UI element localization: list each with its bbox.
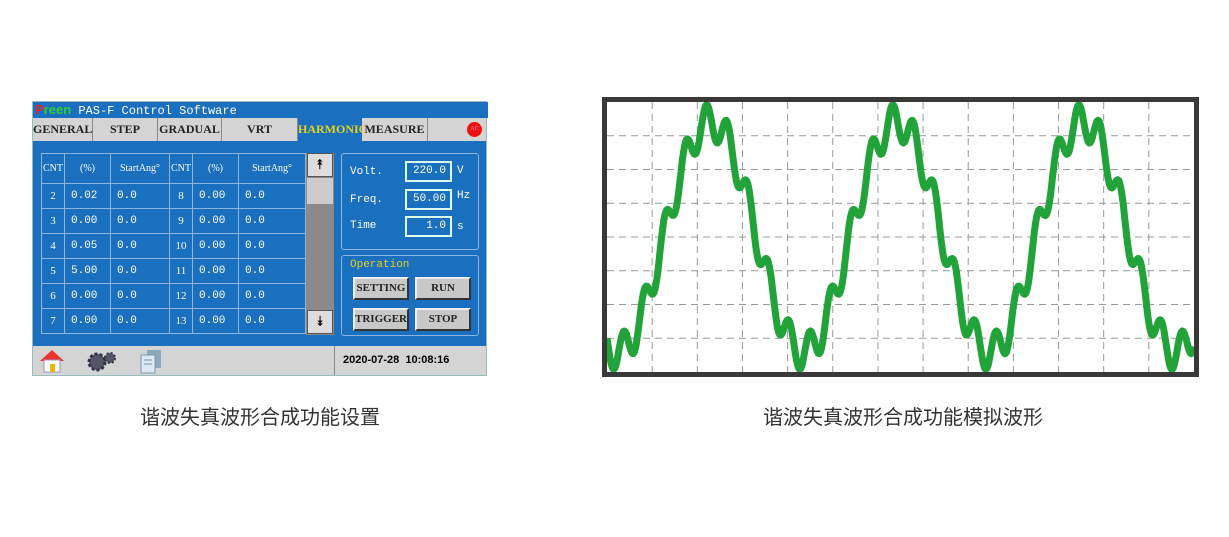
harmonic-software-window: Preen PAS-F Control Software GENERAL STE…: [32, 101, 488, 376]
gears-icon[interactable]: [85, 350, 119, 372]
tab-bar: GENERAL STEP GRADUAL VRT HARMONIC MEASUR…: [33, 118, 486, 141]
table-row: 5 5.00 0.0 11 0.00 0.0: [41, 258, 306, 284]
caption-right: 谐波失真波形合成功能模拟波形: [763, 405, 1043, 429]
freq-input[interactable]: 50.00: [405, 189, 452, 210]
stop-button[interactable]: STOP: [415, 308, 471, 331]
table-header: CNT (%) StartAng° CNT (%) StartAng°: [41, 153, 306, 184]
tab-vrt[interactable]: VRT: [222, 118, 298, 141]
run-button[interactable]: RUN: [415, 277, 471, 300]
documents-icon[interactable]: [139, 348, 163, 374]
cnt-cell: 12: [169, 283, 193, 309]
waveform-plot: [602, 97, 1199, 377]
cnt-cell: 3: [41, 208, 65, 234]
col-header: (%): [192, 153, 239, 184]
value-cell[interactable]: 5.00: [64, 258, 111, 284]
scroll-down-button[interactable]: ⯯: [307, 310, 333, 334]
home-icon[interactable]: [39, 348, 65, 374]
value-cell[interactable]: 0.00: [192, 308, 239, 334]
cnt-cell: 6: [41, 283, 65, 309]
value-cell[interactable]: 0.00: [64, 283, 111, 309]
tab-general[interactable]: GENERAL: [33, 118, 93, 141]
freq-label: Freq.: [350, 194, 384, 206]
value-cell[interactable]: 0.0: [238, 233, 306, 259]
app-title: PAS-F Control Software: [78, 104, 237, 118]
scroll-thumb[interactable]: [307, 178, 333, 204]
value-cell[interactable]: 0.02: [64, 183, 111, 209]
cnt-cell: 4: [41, 233, 65, 259]
volt-label: Volt.: [350, 166, 384, 178]
tab-step[interactable]: STEP: [93, 118, 158, 141]
value-cell[interactable]: 0.05: [64, 233, 111, 259]
status-bar: 2020-07-28 10:08:16: [33, 346, 486, 375]
value-cell[interactable]: 0.0: [238, 308, 306, 334]
table-row: 3 0.00 0.0 9 0.00 0.0: [41, 208, 306, 234]
value-cell[interactable]: 0.0: [238, 183, 306, 209]
table-row: 6 0.00 0.0 12 0.00 0.0: [41, 283, 306, 309]
value-cell[interactable]: 0.0: [238, 208, 306, 234]
volt-input[interactable]: 220.0: [405, 161, 452, 182]
col-header: StartAng°: [110, 153, 170, 184]
table-scrollbar[interactable]: ⯭ ⯯: [306, 153, 334, 335]
value-cell[interactable]: 0.00: [192, 258, 239, 284]
time-label: Time: [350, 220, 377, 232]
preen-logo: Preen: [35, 102, 72, 117]
value-cell[interactable]: 0.0: [238, 283, 306, 309]
value-cell[interactable]: 0.00: [192, 208, 239, 234]
cnt-cell: 8: [169, 183, 193, 209]
cnt-cell: 10: [169, 233, 193, 259]
value-cell[interactable]: 0.00: [192, 233, 239, 259]
value-cell[interactable]: 0.0: [110, 283, 170, 309]
parameters-panel: Volt. 220.0 V Freq. 50.00 Hz Time 1.0 s: [341, 153, 479, 250]
harmonic-waveform: [603, 101, 1198, 373]
cnt-cell: 13: [169, 308, 193, 334]
volt-unit: V: [457, 165, 464, 177]
table-row: 7 0.00 0.0 13 0.00 0.0: [41, 308, 306, 334]
plot-frame: [602, 97, 1199, 377]
col-header: (%): [64, 153, 111, 184]
value-cell[interactable]: 0.0: [238, 258, 306, 284]
value-cell[interactable]: 0.0: [110, 183, 170, 209]
operation-panel: Operation SETTING RUN TRIGGER STOP: [341, 255, 479, 336]
freq-unit: Hz: [457, 190, 471, 202]
cnt-cell: 11: [169, 258, 193, 284]
value-cell[interactable]: 0.00: [192, 283, 239, 309]
value-cell[interactable]: 0.0: [110, 258, 170, 284]
value-cell[interactable]: 0.00: [192, 183, 239, 209]
table-row: 2 0.02 0.0 8 0.00 0.0: [41, 183, 306, 209]
tab-harmonic[interactable]: HARMONIC: [298, 118, 367, 141]
value-cell[interactable]: 0.0: [110, 233, 170, 259]
datetime: 2020-07-28 10:08:16: [343, 354, 450, 366]
value-cell[interactable]: 0.0: [110, 308, 170, 334]
scroll-up-button[interactable]: ⯭: [307, 153, 333, 177]
value-cell[interactable]: 0.00: [64, 208, 111, 234]
title-bar: Preen PAS-F Control Software: [33, 102, 488, 118]
value-cell[interactable]: 0.00: [64, 308, 111, 334]
trigger-button[interactable]: TRIGGER: [353, 308, 409, 331]
operation-title: Operation: [350, 259, 410, 271]
tab-gradual[interactable]: GRADUAL: [158, 118, 222, 141]
cnt-cell: 7: [41, 308, 65, 334]
cnt-cell: 9: [169, 208, 193, 234]
value-cell[interactable]: 0.0: [110, 208, 170, 234]
cnt-cell: 5: [41, 258, 65, 284]
table-row: 4 0.05 0.0 10 0.00 0.0: [41, 233, 306, 259]
plot-grid: [607, 102, 1194, 372]
time-unit: s: [457, 221, 464, 233]
ac-indicator-icon: AC: [467, 122, 482, 137]
harmonic-table: CNT (%) StartAng° CNT (%) StartAng° 2 0.0…: [41, 153, 306, 334]
time-input[interactable]: 1.0: [405, 216, 452, 237]
setting-button[interactable]: SETTING: [353, 277, 409, 300]
col-header: StartAng°: [238, 153, 306, 184]
caption-left: 谐波失真波形合成功能设置: [140, 405, 380, 429]
col-header: CNT: [169, 153, 193, 184]
col-header: CNT: [41, 153, 65, 184]
tab-measure[interactable]: MEASURE: [362, 118, 428, 141]
cnt-cell: 2: [41, 183, 65, 209]
status-divider: [334, 346, 335, 375]
